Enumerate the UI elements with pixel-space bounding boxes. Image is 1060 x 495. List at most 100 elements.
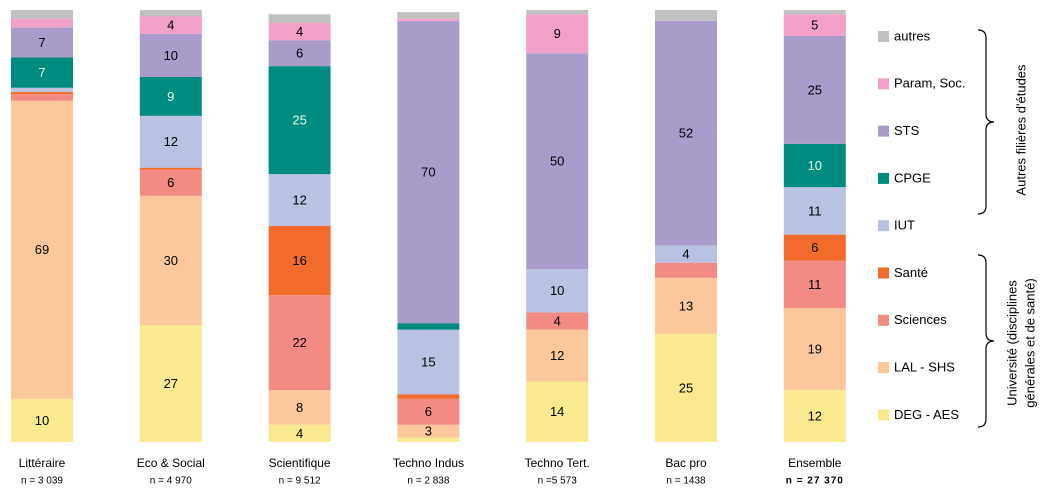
- bar-segment: [139, 10, 202, 17]
- value-label: 27: [164, 376, 178, 391]
- n-label: n = 2 838: [407, 476, 449, 487]
- bar-segment: [397, 394, 460, 399]
- value-label: 52: [679, 126, 693, 141]
- value-label: 11: [808, 203, 822, 218]
- n-label: n = 1438: [666, 476, 706, 487]
- bar-segment: [783, 260, 846, 309]
- value-label: 14: [550, 404, 564, 419]
- value-label: 15: [421, 355, 435, 370]
- value-label: 12: [164, 134, 178, 149]
- value-label: 4: [167, 18, 174, 33]
- value-label: 6: [811, 240, 818, 255]
- legend-label: STS: [894, 123, 920, 138]
- legend-swatch: [878, 362, 889, 374]
- bar-segment: [783, 10, 846, 15]
- bar-segment: [526, 269, 589, 313]
- value-label: 30: [164, 253, 178, 268]
- value-label: 25: [679, 380, 693, 395]
- bar-segment: [268, 22, 331, 41]
- bar-segment: [655, 20, 717, 246]
- value-label: 69: [35, 242, 49, 257]
- bar-segment: [268, 66, 331, 175]
- value-label: 11: [808, 277, 822, 292]
- x-tick-label: Littéraire: [19, 456, 66, 470]
- bar-segment: [655, 245, 717, 263]
- bar-segment: [268, 226, 331, 296]
- bar-segment: [526, 381, 589, 442]
- x-tick-label: Eco & Social: [137, 456, 205, 470]
- value-label: 25: [292, 113, 306, 128]
- x-tick-label: Ensemble: [788, 456, 842, 470]
- n-label: n = 27 370: [786, 476, 844, 487]
- bar-segment: [655, 262, 717, 278]
- value-label: 10: [164, 48, 178, 63]
- legend-label: Santé: [894, 265, 928, 280]
- group-label: Autres filières d'études: [1013, 64, 1028, 196]
- bar-segment: [11, 18, 73, 28]
- brace: [977, 254, 995, 428]
- legend-label: Sciences: [894, 312, 947, 327]
- bar-segment: [655, 10, 717, 21]
- legend-label: CPGE: [894, 170, 931, 185]
- x-tick-label: Techno Indus: [393, 456, 464, 470]
- bar-segment: [526, 312, 589, 330]
- value-label: 19: [808, 342, 822, 357]
- value-label: 16: [292, 253, 306, 268]
- bar-segment: [655, 277, 717, 334]
- bar-segment: [397, 424, 460, 438]
- bar-segment: [783, 187, 846, 235]
- bar-segment: [139, 195, 202, 326]
- bar-segment: [526, 14, 589, 54]
- value-label: 70: [421, 164, 435, 179]
- legend-swatch: [878, 267, 889, 279]
- bar-segment: [397, 20, 460, 324]
- value-label: 4: [296, 24, 303, 39]
- legend-swatch: [878, 409, 889, 421]
- value-label: 3: [425, 424, 432, 439]
- value-label: 8: [296, 400, 303, 415]
- value-label: 5: [811, 18, 818, 33]
- legend-swatch: [878, 125, 889, 137]
- brace: [977, 29, 995, 215]
- bar-segment: [268, 174, 331, 226]
- legend-swatch: [878, 220, 889, 232]
- bar-segment: [526, 10, 589, 15]
- bar-segment: [11, 100, 73, 399]
- bar-segment: [139, 169, 202, 196]
- bar-segment: [783, 390, 846, 442]
- n-label: n =5 573: [538, 476, 578, 487]
- bar-segment: [397, 437, 460, 442]
- bar-segment: [655, 334, 717, 442]
- bar-segment: [268, 424, 331, 442]
- bar-segment: [397, 12, 460, 19]
- x-tick-label: Bac pro: [665, 456, 707, 470]
- bar-segment: [268, 40, 331, 67]
- bar-segment: [783, 35, 846, 144]
- bar-segment: [526, 53, 589, 270]
- bar-segment: [268, 295, 331, 391]
- n-label: n = 9 512: [279, 476, 321, 487]
- x-tick-label: Techno Tert.: [525, 456, 590, 470]
- bar-segment: [268, 390, 331, 425]
- bar-segment: [526, 329, 589, 382]
- value-label: 6: [296, 46, 303, 61]
- bar-segment: [139, 76, 202, 116]
- bar-segment: [268, 14, 331, 23]
- bar-segment: [139, 325, 202, 442]
- bar-segment: [397, 18, 460, 21]
- value-label: 12: [550, 348, 564, 363]
- legend-label: IUT: [894, 218, 915, 233]
- n-label: n = 4 970: [150, 476, 192, 487]
- n-label: n = 3 039: [21, 476, 63, 487]
- value-label: 9: [167, 89, 174, 104]
- bar-segment: [139, 115, 202, 168]
- legend-label: autres: [894, 28, 931, 43]
- value-label: 50: [550, 154, 564, 169]
- bar-segment: [139, 33, 202, 77]
- value-label: 4: [296, 426, 303, 441]
- value-label: 4: [682, 247, 689, 262]
- legend-swatch: [878, 314, 889, 326]
- bar-segment: [783, 14, 846, 36]
- bar-segment: [139, 167, 202, 170]
